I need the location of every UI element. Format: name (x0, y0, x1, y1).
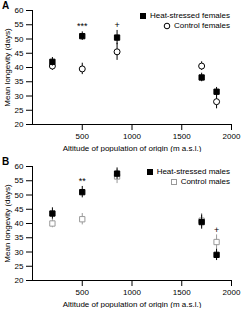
svg-text:1500: 1500 (173, 288, 191, 297)
svg-text:+: + (214, 225, 219, 235)
svg-text:Altitude of population of orig: Altitude of population of origin (m a.s.… (63, 144, 202, 153)
svg-text:60: 60 (15, 6, 24, 15)
svg-text:2000: 2000 (223, 132, 241, 141)
svg-text:25: 25 (15, 106, 24, 115)
svg-text:50: 50 (15, 191, 24, 200)
svg-text:25: 25 (15, 262, 24, 271)
html-text:A: A (2, 0, 10, 11)
svg-text:500: 500 (76, 288, 90, 297)
svg-text:40: 40 (15, 63, 24, 72)
svg-text:30: 30 (15, 248, 24, 257)
svg-text:60: 60 (15, 162, 24, 171)
svg-text:Mean longevity (days): Mean longevity (days) (3, 28, 12, 107)
svg-text:1000: 1000 (123, 132, 141, 141)
svg-text:20: 20 (15, 276, 24, 285)
html-text:Heat-stressed females: Heat-stressed females (150, 11, 230, 20)
svg-text:20: 20 (15, 120, 24, 129)
svg-text:500: 500 (76, 132, 90, 141)
svg-text:45: 45 (15, 205, 24, 214)
html-text:B: B (2, 156, 10, 167)
svg-text:1500: 1500 (173, 132, 191, 141)
svg-text:30: 30 (15, 92, 24, 101)
svg-text:2000: 2000 (223, 288, 241, 297)
svg-text:55: 55 (15, 20, 24, 29)
svg-text:40: 40 (15, 219, 24, 228)
svg-text:+: + (114, 20, 119, 30)
svg-text:55: 55 (15, 176, 24, 185)
html-text:Heat-stressed males: Heat-stressed males (156, 167, 230, 176)
svg-text:35: 35 (15, 77, 24, 86)
svg-text:50: 50 (15, 35, 24, 44)
svg-text:Altitude of population of orig: Altitude of population of origin (m a.s.… (63, 300, 202, 309)
svg-text:Mean longevity (days): Mean longevity (days) (3, 184, 12, 263)
html-text:Control females: Control females (174, 21, 230, 30)
svg-text:35: 35 (15, 233, 24, 242)
html-text:Control males: Control males (180, 177, 230, 186)
svg-text:***: *** (77, 21, 88, 31)
svg-text:1000: 1000 (123, 288, 141, 297)
svg-text:**: ** (79, 176, 87, 186)
svg-text:45: 45 (15, 49, 24, 58)
